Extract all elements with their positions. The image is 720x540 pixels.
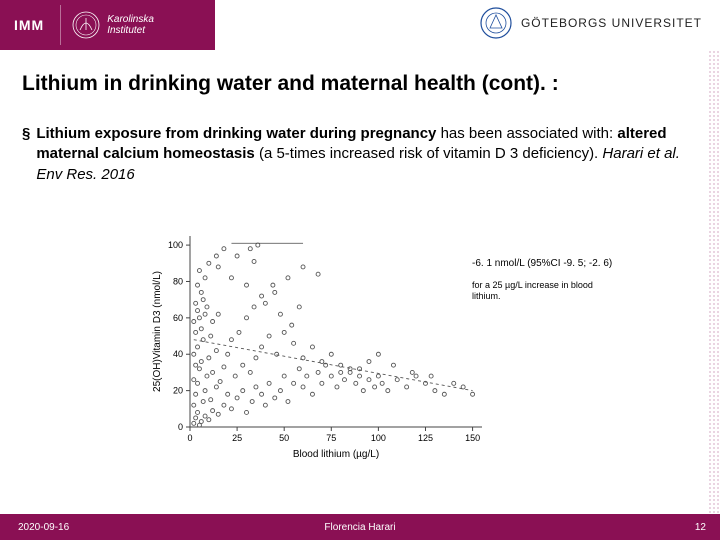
svg-text:Blood lithium (µg/L): Blood lithium (µg/L) — [293, 449, 379, 460]
bullet-mark: § — [22, 124, 30, 185]
footer-author: Florencia Harari — [324, 522, 395, 533]
bullet-item: § Lithium exposure from drinking water d… — [22, 124, 698, 185]
bullet-plain-1: has been associated with: — [436, 125, 617, 142]
ki-logo: Karolinska Institutet — [71, 10, 154, 40]
imm-label: IMM — [14, 17, 44, 33]
svg-text:25: 25 — [232, 433, 242, 443]
bullet-text: Lithium exposure from drinking water dur… — [36, 124, 698, 185]
slide-footer: 2020-09-16 Florencia Harari 12 — [0, 514, 720, 540]
svg-text:80: 80 — [173, 276, 183, 286]
slide-title: Lithium in drinking water and maternal h… — [22, 72, 720, 96]
side-pattern-decoration — [708, 50, 720, 514]
svg-text:150: 150 — [465, 433, 480, 443]
svg-text:40: 40 — [173, 349, 183, 359]
ki-name: Karolinska Institutet — [107, 14, 154, 36]
slide-header: IMM Karolinska Institutet GÖTEBORGS UNIV… — [0, 0, 720, 50]
gu-logo-block: GÖTEBORGS UNIVERSITET — [479, 6, 702, 40]
gu-name: GÖTEBORGS UNIVERSITET — [521, 16, 702, 30]
svg-text:75: 75 — [326, 433, 336, 443]
svg-text:0: 0 — [187, 433, 192, 443]
footer-page: 12 — [695, 522, 706, 533]
svg-text:100: 100 — [168, 240, 183, 250]
svg-text:0: 0 — [178, 422, 183, 432]
svg-text:20: 20 — [173, 386, 183, 396]
svg-text:25(OH)Vitamin D3 (nmol/L): 25(OH)Vitamin D3 (nmol/L) — [152, 271, 163, 392]
bullet-plain-2: (a 5-times increased risk of vitamin D 3… — [255, 145, 603, 162]
scatter-chart: 0 20 40 60 80 100 0 25 50 75 100 125 150 Blood lithiu… — [148, 228, 488, 461]
svg-text:100: 100 — [371, 433, 386, 443]
body-content: § Lithium exposure from drinking water d… — [22, 124, 698, 185]
ki-crest-icon — [71, 10, 101, 40]
header-divider — [60, 5, 61, 45]
chart-annotation-2: for a 25 µg/L increase in blood lithium. — [472, 280, 622, 303]
ki-name-line1: Karolinska — [107, 14, 154, 25]
svg-text:125: 125 — [418, 433, 433, 443]
gu-seal-icon — [479, 6, 513, 40]
chart-svg: 0 20 40 60 80 100 0 25 50 75 100 125 150 Blood lithiu… — [148, 228, 488, 461]
footer-date: 2020-09-16 — [18, 522, 69, 533]
ki-name-line2: Institutet — [107, 25, 154, 36]
chart-annotation-1: -6. 1 nmol/L (95%CI -9. 5; -2. 6) — [472, 258, 612, 269]
svg-text:50: 50 — [279, 433, 289, 443]
ki-header-block: IMM Karolinska Institutet — [0, 0, 215, 50]
svg-text:60: 60 — [173, 313, 183, 323]
bullet-bold-1: Lithium exposure from drinking water dur… — [36, 125, 436, 142]
